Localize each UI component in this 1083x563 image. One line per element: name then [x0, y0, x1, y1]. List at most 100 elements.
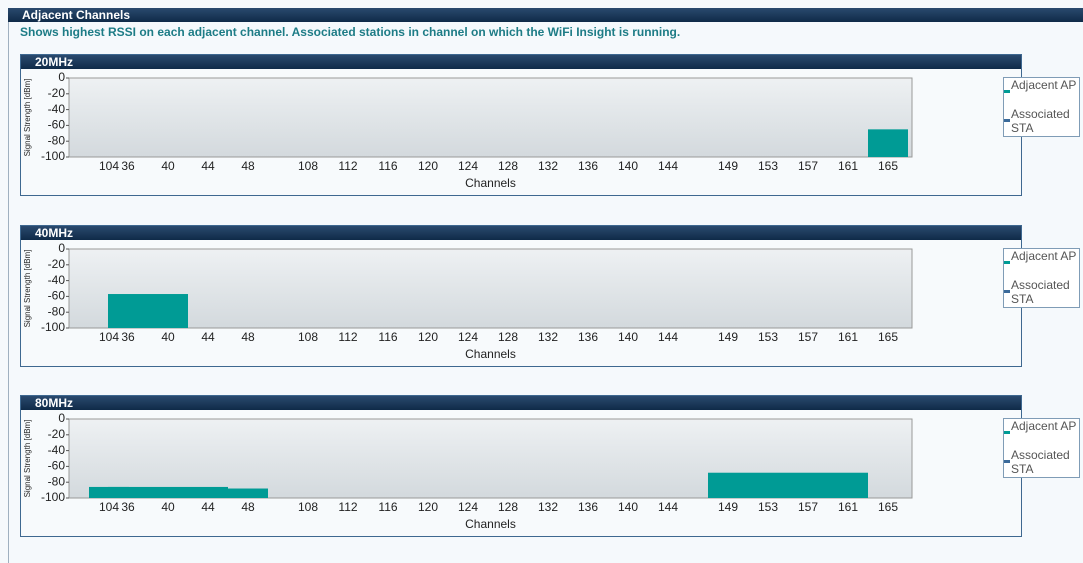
y-tick-label: -20	[48, 427, 66, 441]
x-tick-label: 149	[718, 330, 738, 344]
y-tick-label: -40	[48, 102, 66, 116]
y-tick-label: -40	[48, 443, 66, 457]
plot-area	[68, 248, 913, 328]
bar	[228, 488, 268, 498]
x-tick-label: 120	[418, 159, 438, 173]
bar	[108, 486, 148, 498]
x-tick-label: 124	[458, 330, 478, 344]
legend: Adjacent AP Associated STA	[1003, 418, 1080, 478]
x-tick-label: 161	[838, 330, 858, 344]
x-tick-label: 40	[161, 159, 175, 173]
x-tick-label: 140	[618, 500, 638, 514]
y-tick-label: -80	[48, 474, 66, 488]
x-tick-label: 153	[758, 500, 778, 514]
legend-swatch	[1004, 90, 1010, 93]
legend-item: Adjacent AP	[1004, 249, 1079, 278]
legend-item: Associated STA	[1004, 278, 1079, 307]
x-tick-label: 104	[99, 330, 119, 344]
bar	[148, 293, 188, 328]
chart-panel: 0 -20 -40 -60 -80 -100 Signal Strength [dBm] 10…	[20, 54, 1022, 196]
bar	[868, 129, 908, 157]
x-tick-label: 112	[338, 159, 357, 173]
panel-title: 40MHz	[21, 225, 1021, 240]
x-tick-label: 116	[378, 159, 397, 173]
y-tick-label: 0	[58, 411, 65, 425]
legend-swatch	[1004, 119, 1010, 122]
x-tick-label: 144	[658, 500, 678, 514]
x-tick-label: 136	[578, 330, 598, 344]
legend-label: Adjacent AP	[1011, 419, 1077, 433]
x-tick-label: 140	[618, 159, 638, 173]
x-tick-label: 108	[298, 330, 318, 344]
x-axis-label: Channels	[465, 347, 516, 361]
x-tick-label: 36	[121, 330, 135, 344]
x-axis-label: Channels	[465, 176, 516, 190]
y-tick-label: 0	[58, 241, 65, 255]
legend-label: Associated STA	[1011, 107, 1070, 135]
x-tick-label: 165	[878, 330, 898, 344]
legend-swatch	[1004, 431, 1010, 434]
x-tick-label: 120	[418, 500, 438, 514]
y-axis-label: Signal Strength [dBm]	[23, 420, 32, 498]
x-tick-label: 161	[838, 159, 858, 173]
x-tick-label: 157	[798, 330, 818, 344]
legend-item: Associated STA	[1004, 448, 1079, 477]
legend: Adjacent AP Associated STA	[1003, 247, 1080, 308]
bar	[748, 472, 788, 498]
y-axis-label: Signal Strength [dBm]	[23, 249, 32, 327]
x-tick-label: 112	[338, 500, 357, 514]
x-tick-label: 149	[718, 500, 738, 514]
legend-label: Adjacent AP	[1011, 78, 1077, 92]
x-tick-label: 157	[798, 159, 818, 173]
x-tick-label: 124	[458, 500, 478, 514]
bar	[828, 472, 868, 498]
x-tick-label: 165	[878, 500, 898, 514]
x-tick-label: 40	[161, 500, 175, 514]
legend-label: Associated STA	[1011, 448, 1070, 476]
legend-swatch	[1004, 460, 1010, 463]
legend: Adjacent AP Associated STA	[1003, 77, 1080, 137]
x-tick-label: 108	[298, 159, 318, 173]
y-tick-label: -60	[48, 288, 66, 302]
x-tick-label: 153	[758, 159, 778, 173]
x-tick-label: 128	[498, 330, 518, 344]
x-tick-label: 112	[338, 330, 357, 344]
y-tick-label: -60	[48, 459, 66, 473]
legend-swatch	[1004, 260, 1010, 264]
x-tick-label: 132	[538, 330, 558, 344]
x-tick-label: 104	[99, 500, 119, 514]
y-axis-label: Signal Strength [dBm]	[23, 79, 32, 157]
x-tick-label: 165	[878, 159, 898, 173]
x-tick-label: 36	[121, 500, 135, 514]
y-tick-label: -100	[41, 490, 65, 504]
legend-item: Adjacent AP	[1004, 419, 1079, 448]
legend-swatch	[1004, 289, 1010, 293]
x-tick-label: 144	[658, 330, 678, 344]
bar	[188, 486, 228, 498]
legend-item: Adjacent AP	[1004, 78, 1079, 107]
x-tick-label: 48	[241, 500, 255, 514]
x-tick-label: 48	[241, 159, 255, 173]
x-tick-label: 153	[758, 330, 778, 344]
x-tick-label: 149	[718, 159, 738, 173]
x-tick-label: 108	[298, 500, 318, 514]
x-tick-label: 104	[99, 159, 119, 173]
x-axis-label: Channels	[465, 517, 516, 531]
x-tick-label: 124	[458, 159, 478, 173]
x-tick-label: 116	[378, 330, 397, 344]
subtitle: Shows highest RSSI on each adjacent chan…	[20, 25, 681, 39]
x-tick-label: 140	[618, 330, 638, 344]
legend-label: Adjacent AP	[1011, 248, 1077, 263]
x-tick-label: 120	[418, 330, 438, 344]
bar	[108, 293, 148, 328]
x-tick-label: 144	[658, 159, 678, 173]
x-tick-label: 132	[538, 159, 558, 173]
bar	[788, 472, 828, 498]
y-tick-label: -80	[48, 304, 66, 318]
x-tick-label: 36	[121, 159, 135, 173]
x-tick-label: 44	[201, 500, 215, 514]
x-tick-label: 132	[538, 500, 558, 514]
panel-title: 20MHz	[21, 55, 1021, 69]
x-tick-label: 48	[241, 330, 255, 344]
